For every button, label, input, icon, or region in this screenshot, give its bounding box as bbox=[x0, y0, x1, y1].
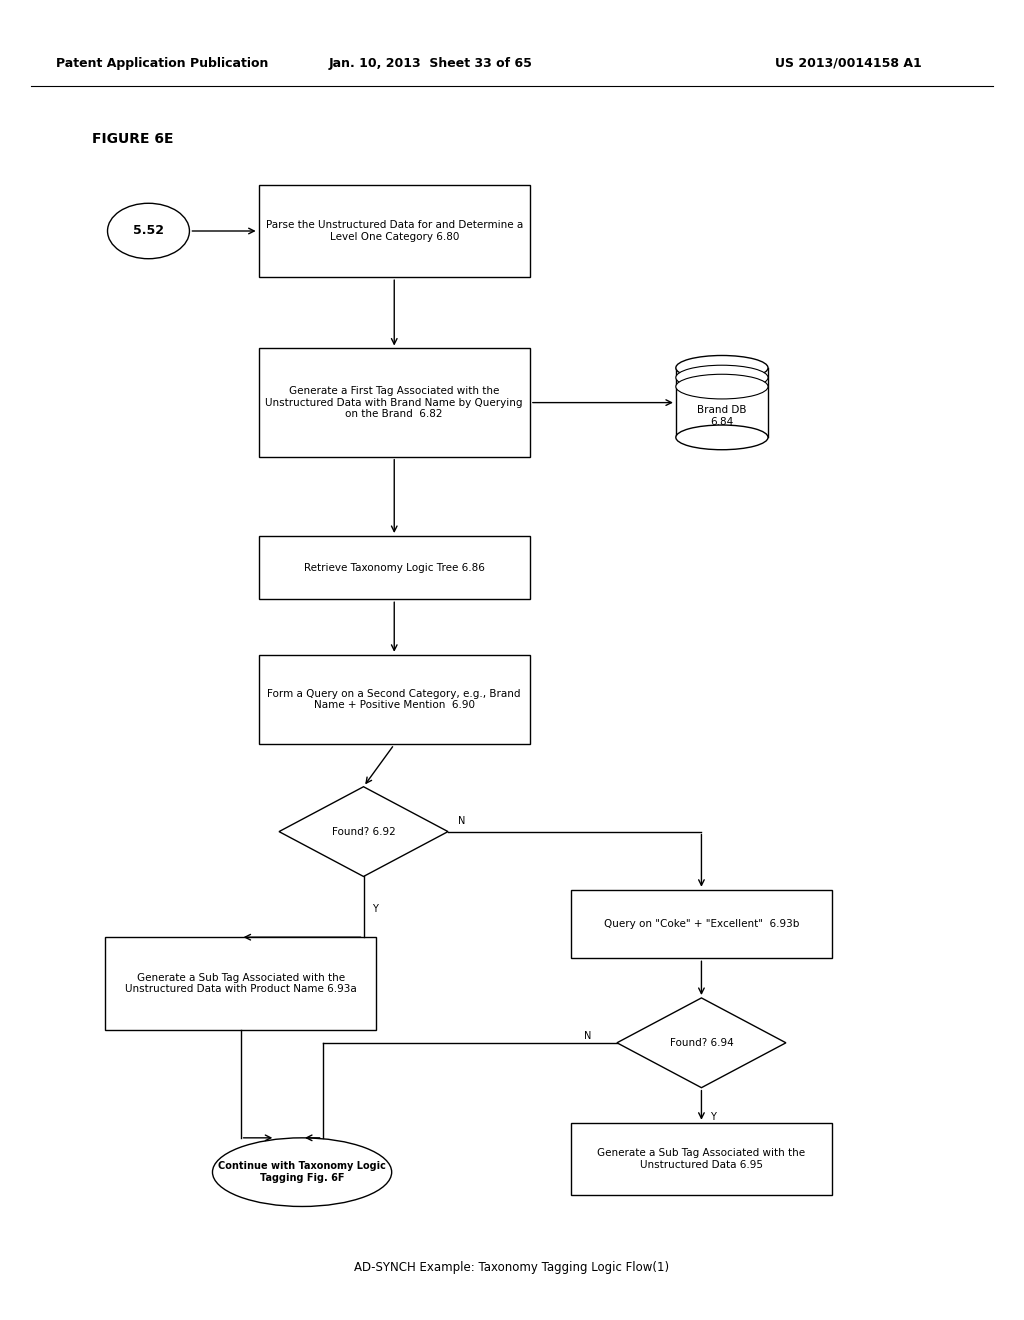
FancyBboxPatch shape bbox=[258, 185, 530, 277]
FancyBboxPatch shape bbox=[104, 937, 377, 1030]
Text: Generate a Sub Tag Associated with the
Unstructured Data with Product Name 6.93a: Generate a Sub Tag Associated with the U… bbox=[125, 973, 356, 994]
Ellipse shape bbox=[108, 203, 189, 259]
Polygon shape bbox=[279, 787, 449, 876]
FancyBboxPatch shape bbox=[258, 536, 530, 599]
Text: Found? 6.94: Found? 6.94 bbox=[670, 1038, 733, 1048]
Text: Query on "Coke" + "Excellent"  6.93b: Query on "Coke" + "Excellent" 6.93b bbox=[604, 919, 799, 929]
Text: 5.52: 5.52 bbox=[133, 224, 164, 238]
Text: Found? 6.92: Found? 6.92 bbox=[332, 826, 395, 837]
Text: FIGURE 6E: FIGURE 6E bbox=[92, 132, 174, 145]
FancyBboxPatch shape bbox=[258, 348, 530, 457]
Text: Y: Y bbox=[372, 904, 378, 915]
Text: Brand DB
6.84: Brand DB 6.84 bbox=[697, 405, 746, 426]
Text: Y: Y bbox=[710, 1111, 716, 1122]
Text: Retrieve Taxonomy Logic Tree 6.86: Retrieve Taxonomy Logic Tree 6.86 bbox=[304, 562, 484, 573]
Ellipse shape bbox=[676, 425, 768, 450]
FancyBboxPatch shape bbox=[258, 655, 530, 744]
Bar bbox=[676, 368, 768, 437]
Text: Generate a Sub Tag Associated with the
Unstructured Data 6.95: Generate a Sub Tag Associated with the U… bbox=[597, 1148, 806, 1170]
Text: Parse the Unstructured Data for and Determine a
Level One Category 6.80: Parse the Unstructured Data for and Dete… bbox=[265, 220, 523, 242]
Polygon shape bbox=[616, 998, 786, 1088]
FancyBboxPatch shape bbox=[571, 1122, 833, 1196]
Ellipse shape bbox=[676, 375, 768, 399]
Text: N: N bbox=[459, 816, 466, 826]
Text: N: N bbox=[584, 1031, 592, 1041]
FancyBboxPatch shape bbox=[571, 890, 833, 958]
Ellipse shape bbox=[213, 1138, 391, 1206]
Text: Jan. 10, 2013  Sheet 33 of 65: Jan. 10, 2013 Sheet 33 of 65 bbox=[328, 57, 532, 70]
Text: Patent Application Publication: Patent Application Publication bbox=[56, 57, 268, 70]
Text: Form a Query on a Second Category, e.g., Brand
Name + Positive Mention  6.90: Form a Query on a Second Category, e.g.,… bbox=[267, 689, 521, 710]
Text: AD-SYNCH Example: Taxonomy Tagging Logic Flow(1): AD-SYNCH Example: Taxonomy Tagging Logic… bbox=[354, 1261, 670, 1274]
Ellipse shape bbox=[676, 355, 768, 380]
Text: Generate a First Tag Associated with the
Unstructured Data with Brand Name by Qu: Generate a First Tag Associated with the… bbox=[265, 385, 523, 420]
Text: Continue with Taxonomy Logic
Tagging Fig. 6F: Continue with Taxonomy Logic Tagging Fig… bbox=[218, 1162, 386, 1183]
Text: US 2013/0014158 A1: US 2013/0014158 A1 bbox=[775, 57, 922, 70]
Ellipse shape bbox=[676, 366, 768, 389]
